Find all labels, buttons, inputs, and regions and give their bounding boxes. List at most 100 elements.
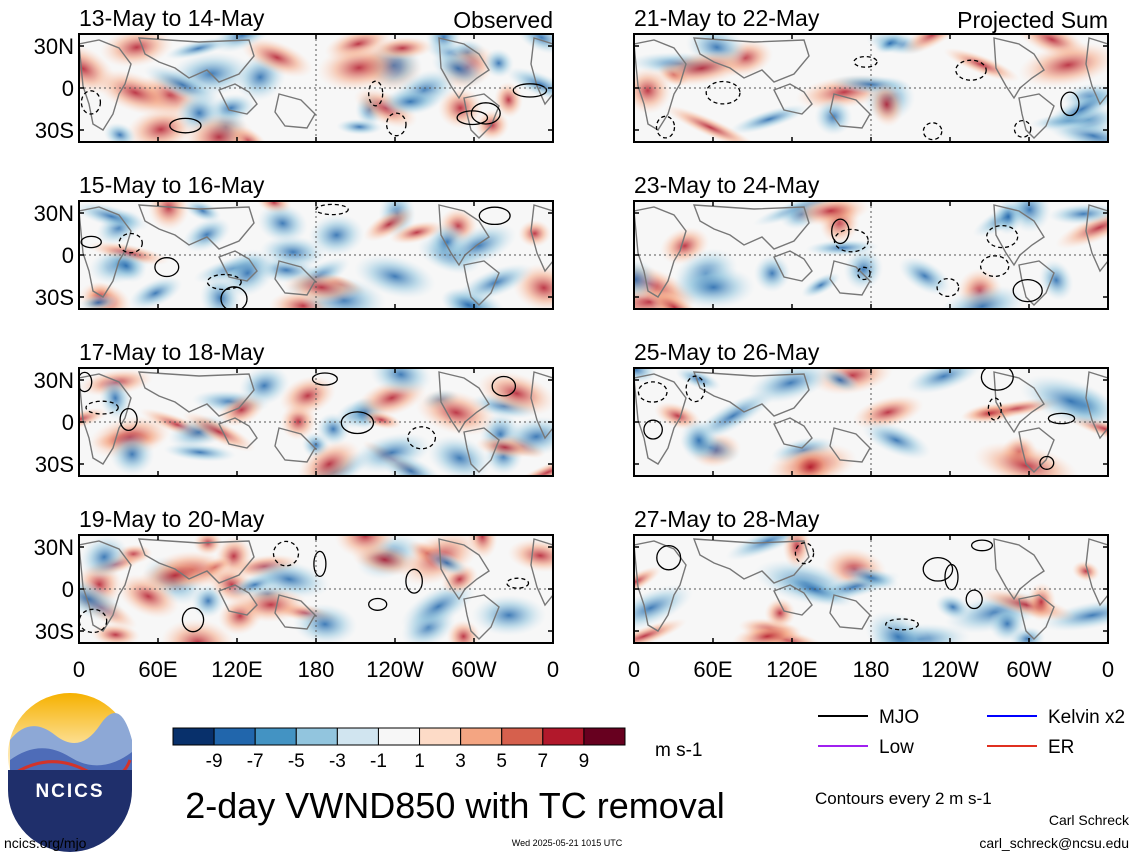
colorbar-tick-label: -7 [247,751,264,772]
anomaly-blob [425,34,462,54]
legend: MJO Kelvin x2 Low ER [818,707,1125,758]
lat-label: 30S [35,619,74,644]
anomaly-blob [648,289,701,309]
anomaly-blob [1071,560,1101,582]
anomaly-blob [869,82,905,127]
coastline [773,83,813,115]
colorbar-swatch [501,727,544,746]
lon-label: 0 [73,657,85,682]
mjo-contour [119,407,138,432]
coastline [218,83,258,115]
mjo-contour [857,266,871,281]
mjo-contour [368,80,384,107]
coastline [1085,37,1108,106]
anomaly-blob [79,201,149,231]
mjo-contour [1012,278,1043,303]
mjo-contour [206,273,242,291]
anomaly-blob [939,285,1026,309]
anomaly-blob [820,368,860,393]
mjo-contour [970,539,994,552]
anomaly-blob [898,256,951,296]
anomaly-blob [634,584,694,632]
mjo-contour [1039,455,1055,470]
anomaly-blob [437,87,483,129]
anomaly-blob [317,44,401,91]
coastline [1018,93,1055,139]
coastline [692,538,810,584]
colorbar-swatch [419,727,462,746]
colorbar-tick-label: -3 [329,751,346,772]
anomaly-blob [861,420,931,460]
anomaly-blob [79,576,124,622]
anomaly-blob [1009,626,1046,643]
lat-label: 0 [62,76,74,101]
lat-label: 30S [35,452,74,477]
mjo-contour [637,381,668,403]
anomaly-blob [425,550,469,576]
anomaly-blob [184,201,222,223]
coastline [137,371,255,417]
mjo-contour [80,90,102,115]
anomaly-blob [446,619,481,643]
anomaly-blob [147,201,190,231]
mjo-contour [656,544,682,571]
colorbar-tick-label: 5 [496,751,507,772]
coastline [137,538,255,584]
map-panel-p7: 25-May to 26-May [633,339,1109,477]
mjo-contour [169,117,202,134]
mjo-contour [922,122,943,141]
lon-label: 120W [366,657,424,682]
site-url: ncics.org/mjo [4,835,87,851]
lat-label: 0 [62,410,74,435]
anomaly-blob [308,214,365,257]
mjo-contour [478,206,511,226]
colorbar-tick-label: -5 [288,751,305,772]
panel-title: 27-May to 28-May [634,506,820,532]
anomaly-blob [1019,374,1108,428]
anomaly-blob [785,449,836,476]
coastline [634,206,687,298]
anomaly-blob [874,34,906,54]
colorbar-units: m s-1 [655,740,703,761]
mjo-contour [181,607,205,633]
main-title: 2-day VWND850 with TC removal [185,785,725,826]
colorbar-tick-label: 1 [414,751,425,772]
map-panel-p1: 13-May to 14-May Observed 30N 0 30S [34,5,554,143]
lat-label: 30N [34,201,74,226]
coastline [1085,204,1108,273]
anomaly-blob [672,265,756,309]
map-panel-p6: 23-May to 24-May [633,172,1109,310]
coastline [993,204,1045,267]
anomaly-blob [378,88,442,116]
anomaly-blob [79,535,129,580]
anomaly-blob [475,436,535,459]
mjo-contour [853,55,878,68]
coastline [530,538,553,607]
lon-label: 120E [766,657,817,682]
colorbar-swatch [336,727,379,746]
coastline [438,538,490,601]
anomaly-blob [238,368,290,406]
lat-label: 30N [34,368,74,393]
anomaly-blob [440,288,496,309]
mjo-contour [118,232,143,254]
coastline [1018,594,1055,640]
mjo-contour [407,426,437,450]
anomaly-blob [865,610,932,643]
coastline [1018,260,1055,306]
anomaly-blob [1042,86,1108,132]
anomaly-blob [369,368,432,396]
anomaly-blob [105,248,147,283]
legend-label: ER [1048,737,1074,758]
mjo-contour [1060,91,1080,117]
coastline [692,204,810,250]
panel-title: 19-May to 20-May [79,506,265,532]
anomaly-blob [109,432,155,476]
mjo-contour [313,550,327,578]
panel-title: 17-May to 18-May [79,339,265,365]
anomaly-blob [663,105,758,142]
colorbar-swatch [542,727,585,746]
legend-label: MJO [879,707,919,728]
mjo-contour [154,257,180,278]
